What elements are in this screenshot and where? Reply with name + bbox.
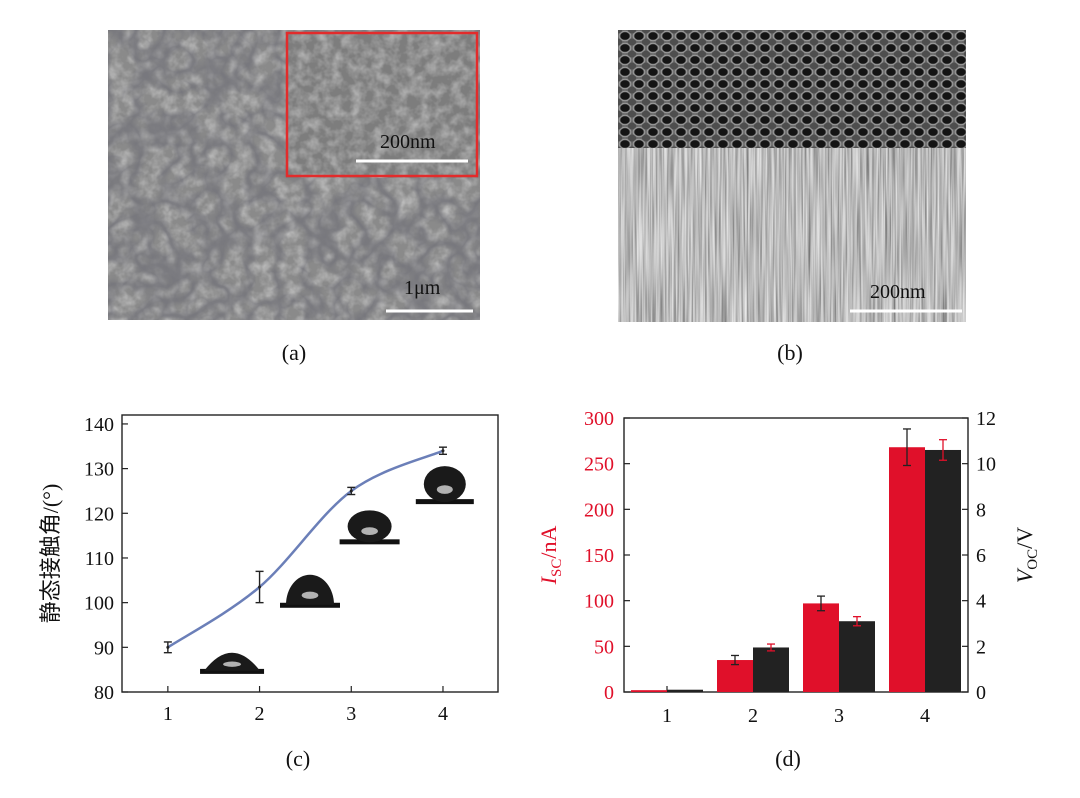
droplet-image bbox=[280, 574, 340, 608]
x-tick-label-c: 4 bbox=[438, 703, 448, 725]
x-tick-label-d: 1 bbox=[662, 705, 672, 727]
y-tick-label-c: 100 bbox=[84, 593, 114, 615]
x-tick-label-d: 2 bbox=[748, 705, 758, 727]
x-tick-label-c: 1 bbox=[163, 703, 173, 725]
y-tick-label-right-d: 4 bbox=[976, 591, 986, 613]
chart-c: 80 90 100 110 120 130 140 1 2 3 4 静态接触角/(°) bbox=[38, 414, 499, 725]
series-line-c bbox=[167, 449, 444, 649]
y-tick-label-right-d: 0 bbox=[976, 682, 986, 704]
droplet-shape bbox=[347, 510, 392, 543]
bar-isc bbox=[631, 690, 667, 692]
y-axis-label-left-d: ISC/nA bbox=[536, 526, 565, 586]
bar-voc bbox=[925, 449, 961, 692]
y-tick-label-right-d: 8 bbox=[976, 499, 986, 521]
bar-isc bbox=[717, 660, 753, 692]
scale-bar-b-label: 200nm bbox=[870, 281, 926, 303]
x-tick-label-d: 3 bbox=[834, 705, 844, 727]
data-point-c bbox=[441, 449, 445, 453]
bar-isc bbox=[803, 603, 839, 692]
bar-voc bbox=[667, 689, 703, 692]
droplet-substrate bbox=[200, 668, 265, 674]
bar-voc bbox=[753, 647, 789, 692]
y-axis-label-c: 静态接触角/(°) bbox=[38, 484, 63, 624]
y-tick-label-c: 110 bbox=[85, 548, 114, 570]
y-tick-label-right-d: 10 bbox=[976, 454, 996, 476]
x-tick-label-d: 4 bbox=[920, 705, 930, 727]
droplet-highlight bbox=[436, 485, 453, 494]
droplet-substrate bbox=[280, 602, 340, 608]
y-tick-label-left-d: 250 bbox=[584, 454, 614, 476]
bar-voc bbox=[839, 621, 875, 692]
scale-bar-a-label: 1μm bbox=[404, 277, 441, 299]
y-tick-label-c: 90 bbox=[94, 637, 114, 659]
plot-frame-c bbox=[121, 414, 499, 693]
y-tick-label-left-d: 150 bbox=[584, 545, 614, 567]
droplet-shape bbox=[423, 466, 466, 503]
data-point-c bbox=[258, 585, 262, 589]
droplet-highlight bbox=[301, 591, 319, 599]
y-tick-label-c: 80 bbox=[94, 682, 114, 704]
x-tick-label-c: 3 bbox=[346, 703, 356, 725]
panel-label-b: (b) bbox=[777, 340, 803, 365]
panel-label-c: (c) bbox=[285, 746, 311, 771]
x-tick-label-c: 2 bbox=[255, 703, 265, 725]
data-point-c bbox=[349, 489, 353, 493]
droplet-image bbox=[415, 466, 474, 505]
y-tick-label-left-d: 200 bbox=[584, 499, 614, 521]
y-tick-label-right-d: 12 bbox=[976, 408, 996, 430]
y-tick-label-right-d: 6 bbox=[976, 545, 986, 567]
y-tick-label-c: 120 bbox=[84, 503, 114, 525]
sem-image-a: 200nm 1μm bbox=[108, 30, 480, 320]
droplet-shape bbox=[286, 574, 334, 605]
droplet-image bbox=[339, 510, 400, 545]
panel-label-d: (d) bbox=[775, 746, 801, 771]
inset-frame bbox=[285, 31, 479, 178]
y-tick-label-left-d: 50 bbox=[594, 636, 614, 658]
bar-isc bbox=[889, 447, 925, 692]
inset-scale-bar-label: 200nm bbox=[380, 131, 436, 153]
y-tick-label-c: 130 bbox=[84, 459, 114, 481]
sem-image-b: 200nm bbox=[618, 30, 966, 322]
y-tick-label-right-d: 2 bbox=[976, 636, 986, 658]
droplet-image bbox=[200, 652, 265, 674]
y-tick-label-left-d: 100 bbox=[584, 591, 614, 613]
data-point-c bbox=[166, 645, 170, 649]
y-tick-label-c: 140 bbox=[84, 414, 114, 436]
y-axis-label-right-d: VOC/V bbox=[1012, 527, 1041, 583]
panel-label-a: (a) bbox=[281, 340, 307, 365]
y-tick-label-left-d: 300 bbox=[584, 408, 614, 430]
droplet-highlight bbox=[361, 527, 378, 535]
droplet-highlight bbox=[223, 661, 242, 667]
y-tick-label-left-d: 0 bbox=[604, 682, 614, 704]
